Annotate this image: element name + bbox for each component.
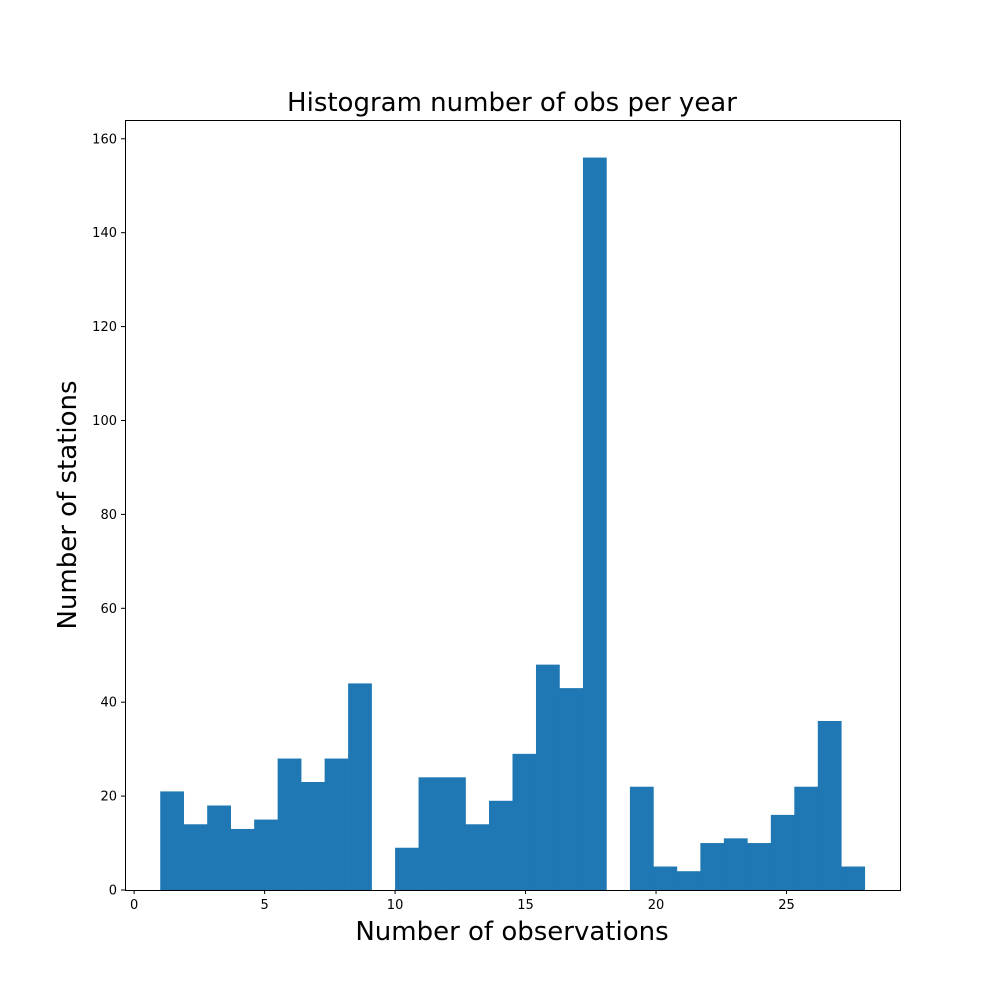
histogram-bar <box>183 824 208 890</box>
y-tick-label: 20 <box>100 790 117 805</box>
histogram-bar <box>324 758 349 890</box>
histogram-bar <box>817 720 842 890</box>
histogram-bar <box>254 819 278 890</box>
y-tick-label: 120 <box>92 320 117 335</box>
y-axis-label: Number of stations <box>53 380 83 629</box>
y-tick-label: 160 <box>92 132 117 147</box>
histogram-bar <box>277 758 302 890</box>
histogram-bar <box>301 782 325 890</box>
histogram-bar <box>723 838 748 890</box>
y-tick-label: 80 <box>100 508 117 523</box>
x-tick-label: 15 <box>517 898 534 913</box>
y-tick-label: 140 <box>92 226 117 241</box>
x-axis-label: Number of observations <box>355 917 668 947</box>
histogram-bar <box>582 157 607 890</box>
x-tick-label: 20 <box>648 898 665 913</box>
histogram-bar <box>395 847 419 890</box>
histogram-bar <box>770 814 795 890</box>
histogram-bar <box>653 866 678 890</box>
histogram-bar <box>535 664 560 890</box>
histogram-bar <box>512 753 537 890</box>
histogram-bar <box>418 777 443 890</box>
histogram-bar <box>676 871 701 890</box>
histogram-bar <box>348 683 372 890</box>
histogram-bar <box>794 786 819 890</box>
x-tick-label: 0 <box>130 898 138 913</box>
histogram-bar <box>747 843 772 890</box>
chart-title: Histogram number of obs per year <box>287 88 737 118</box>
histogram-bar <box>629 786 654 890</box>
y-tick-label: 0 <box>109 884 117 899</box>
x-axis-ticks: 0 5 10 15 20 25 <box>130 890 795 913</box>
histogram-bar <box>160 791 185 890</box>
x-tick-label: 5 <box>260 898 268 913</box>
y-tick-label: 40 <box>100 696 117 711</box>
y-axis-ticks: 0 20 40 60 80 100 120 140 160 <box>92 132 125 899</box>
x-tick-label: 25 <box>778 898 795 913</box>
histogram-bar <box>442 777 466 890</box>
histogram-bar <box>230 828 255 890</box>
bars-group <box>160 157 866 890</box>
histogram-bar <box>700 843 725 890</box>
y-tick-label: 60 <box>100 602 117 617</box>
histogram-bar <box>465 824 490 890</box>
histogram-bar <box>489 800 513 890</box>
histogram-bar <box>207 805 231 890</box>
histogram-bar <box>559 688 584 890</box>
histogram-bar <box>841 866 866 890</box>
x-tick-label: 10 <box>387 898 404 913</box>
plot-frame <box>125 120 901 891</box>
y-tick-label: 100 <box>92 414 117 429</box>
